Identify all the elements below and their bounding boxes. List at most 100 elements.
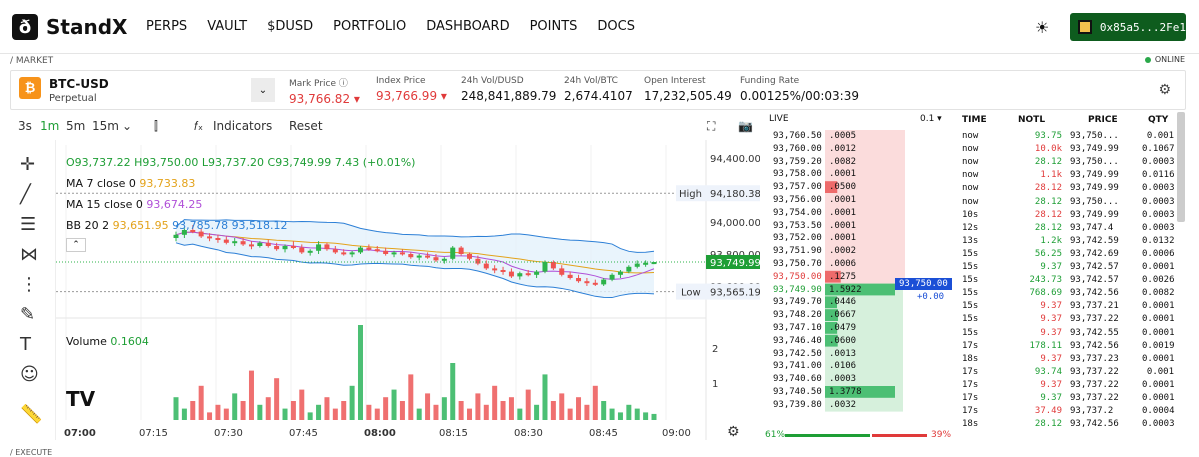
ask-price[interactable]: 93,754.00 bbox=[773, 207, 822, 218]
text-tool-icon[interactable]: T bbox=[20, 334, 31, 355]
low-label: Low bbox=[681, 288, 701, 299]
ask-price[interactable]: 93,760.50 bbox=[773, 131, 822, 141]
crosshair-icon[interactable]: ✛ bbox=[20, 154, 36, 175]
trade-qty: 0.0006 bbox=[1142, 248, 1175, 259]
candle bbox=[559, 268, 565, 275]
bid-price[interactable]: 93,748.20 bbox=[773, 310, 822, 321]
bb-upper: 93,785.78 bbox=[172, 219, 229, 232]
menu-perps[interactable]: PERPS bbox=[146, 19, 188, 34]
trade-price: 93,742.56 bbox=[1070, 288, 1119, 299]
volume-bar bbox=[240, 401, 246, 420]
fib-icon[interactable]: ⋮ bbox=[20, 274, 38, 295]
bid-price[interactable]: 93,747.10 bbox=[773, 323, 822, 333]
horizontal-lines-icon[interactable]: ☰ bbox=[20, 214, 37, 235]
ask-price[interactable]: 93,752.00 bbox=[773, 233, 822, 244]
menu-points[interactable]: POINTS bbox=[529, 19, 578, 34]
bid-price[interactable]: 93,742.50 bbox=[773, 348, 822, 359]
trades-scrollbar[interactable] bbox=[1177, 112, 1185, 222]
ruler-icon[interactable]: 📏 bbox=[20, 404, 43, 425]
camera-icon[interactable]: 📷 bbox=[738, 119, 753, 133]
ask-price[interactable]: 93,751.90 bbox=[773, 246, 822, 257]
ask-price[interactable]: 93,753.50 bbox=[773, 220, 822, 231]
bollinger-lower bbox=[175, 242, 655, 299]
candle bbox=[483, 263, 489, 269]
menu-portfolio[interactable]: PORTFOLIO bbox=[333, 19, 407, 34]
bid-price[interactable]: 93,749.70 bbox=[773, 297, 822, 308]
volume-bar bbox=[651, 413, 657, 420]
interval-1m[interactable]: 1m bbox=[40, 119, 60, 133]
menu-docs[interactable]: DOCS bbox=[597, 19, 635, 34]
trade-price: 93,750... bbox=[1070, 157, 1119, 168]
stat-mark-price: Mark Price ⓘ 93,766.82 ▾ bbox=[289, 76, 360, 106]
ask-price[interactable]: 93,759.20 bbox=[773, 156, 822, 167]
main-menu: PERPS VAULT $DUSD PORTFOLIO DASHBOARD PO… bbox=[146, 19, 655, 34]
volume-bar bbox=[416, 408, 422, 420]
pattern-icon[interactable]: ⋈ bbox=[20, 244, 38, 265]
wallet-button[interactable]: 0x85a5...2Fe1 bbox=[1070, 13, 1186, 41]
logo[interactable]: ð StandX bbox=[12, 14, 127, 40]
stat-index-price: Index Price 93,766.99 ▾ bbox=[376, 76, 447, 103]
volume-bar bbox=[307, 412, 313, 420]
bid-price[interactable]: 93,746.40 bbox=[773, 335, 822, 346]
ask-price[interactable]: 93,750.70 bbox=[773, 259, 822, 269]
bid-price[interactable]: 93,739.80 bbox=[773, 399, 822, 410]
candle-type-icon[interactable]: ⫿ bbox=[154, 119, 158, 133]
theme-toggle-sun-icon[interactable]: ☀ bbox=[1035, 18, 1050, 37]
price-chart[interactable]: 94,400.0094,000.0093,800.0093,600.00High… bbox=[56, 140, 760, 440]
trade-qty: 0.0001 bbox=[1142, 327, 1175, 338]
indicators-fx-icon[interactable]: 𝑓ₓ bbox=[194, 119, 204, 133]
interval-15m[interactable]: 15m bbox=[92, 119, 119, 133]
bid-price[interactable]: 93,741.00 bbox=[773, 361, 822, 372]
reset-button[interactable]: Reset bbox=[289, 119, 323, 133]
trendline-icon[interactable]: ╱ bbox=[20, 184, 31, 205]
menu-vault[interactable]: VAULT bbox=[207, 19, 248, 34]
trade-notional: 9.37 bbox=[1040, 262, 1062, 272]
trade-time: now bbox=[962, 144, 979, 155]
brush-icon[interactable]: ✎ bbox=[20, 304, 36, 325]
ma-line bbox=[175, 231, 655, 280]
candle bbox=[232, 241, 238, 244]
ask-price[interactable]: 93,758.00 bbox=[773, 169, 822, 180]
orderbook-step-select[interactable]: 0.1 ▾ bbox=[920, 114, 942, 124]
order-book: LIVE 0.1 ▾ 93,760.50 .0005 93,760.00 .0012 9… bbox=[765, 112, 955, 442]
volume-label: Volume bbox=[66, 335, 107, 348]
ask-price[interactable]: 93,750.00 bbox=[773, 271, 822, 282]
interval-5m[interactable]: 5m bbox=[66, 119, 86, 133]
bid-price[interactable]: 93,740.60 bbox=[773, 374, 822, 385]
bid-price[interactable]: 93,749.90 bbox=[773, 284, 822, 295]
symbol-select-chevron-icon[interactable]: ⌄ bbox=[251, 78, 275, 102]
volume-bar bbox=[274, 378, 280, 420]
candle bbox=[265, 242, 271, 246]
sell-percent: 39% bbox=[931, 430, 952, 440]
ask-price[interactable]: 93,756.00 bbox=[773, 195, 822, 205]
candle bbox=[450, 247, 456, 259]
candle bbox=[349, 252, 355, 255]
high-value: 94,180.38 bbox=[710, 189, 760, 200]
legend-collapse-icon[interactable]: ⌃ bbox=[66, 238, 86, 252]
chart-settings-gear-icon[interactable]: ⚙ bbox=[727, 424, 740, 440]
time-tick: 07:30 bbox=[214, 428, 243, 439]
emoji-icon[interactable]: ☺ bbox=[20, 364, 39, 385]
volume-bar bbox=[441, 397, 447, 420]
time-tick: 07:00 bbox=[64, 428, 96, 439]
bid-price[interactable]: 93,740.50 bbox=[773, 387, 822, 397]
candle bbox=[643, 262, 649, 265]
candle bbox=[391, 252, 397, 255]
interval-dropdown-chevron-icon[interactable]: ⌄ bbox=[122, 119, 133, 133]
ask-price[interactable]: 93,760.00 bbox=[773, 143, 822, 154]
settings-gear-icon[interactable]: ⚙ bbox=[1158, 82, 1171, 98]
trade-notional: 9.37 bbox=[1040, 327, 1062, 338]
fullscreen-icon[interactable]: ⛶ bbox=[707, 119, 716, 133]
indicators-button[interactable]: Indicators bbox=[213, 119, 273, 133]
interval-3s[interactable]: 3s bbox=[18, 119, 32, 133]
volume-bar bbox=[173, 397, 179, 420]
bid-size: 1.3778 bbox=[829, 387, 862, 397]
candle bbox=[609, 274, 615, 280]
stat-funding-rate: Funding Rate 0.00125%/00:03:39 bbox=[740, 76, 859, 103]
trade-notional: 243.73 bbox=[1029, 275, 1062, 286]
menu-dashboard[interactable]: DASHBOARD bbox=[426, 19, 510, 34]
trade-price: 93,749.99 bbox=[1070, 209, 1119, 220]
ask-price[interactable]: 93,757.00 bbox=[773, 182, 822, 193]
menu-dusd[interactable]: $DUSD bbox=[267, 19, 314, 34]
trade-time: 15s bbox=[962, 262, 979, 272]
